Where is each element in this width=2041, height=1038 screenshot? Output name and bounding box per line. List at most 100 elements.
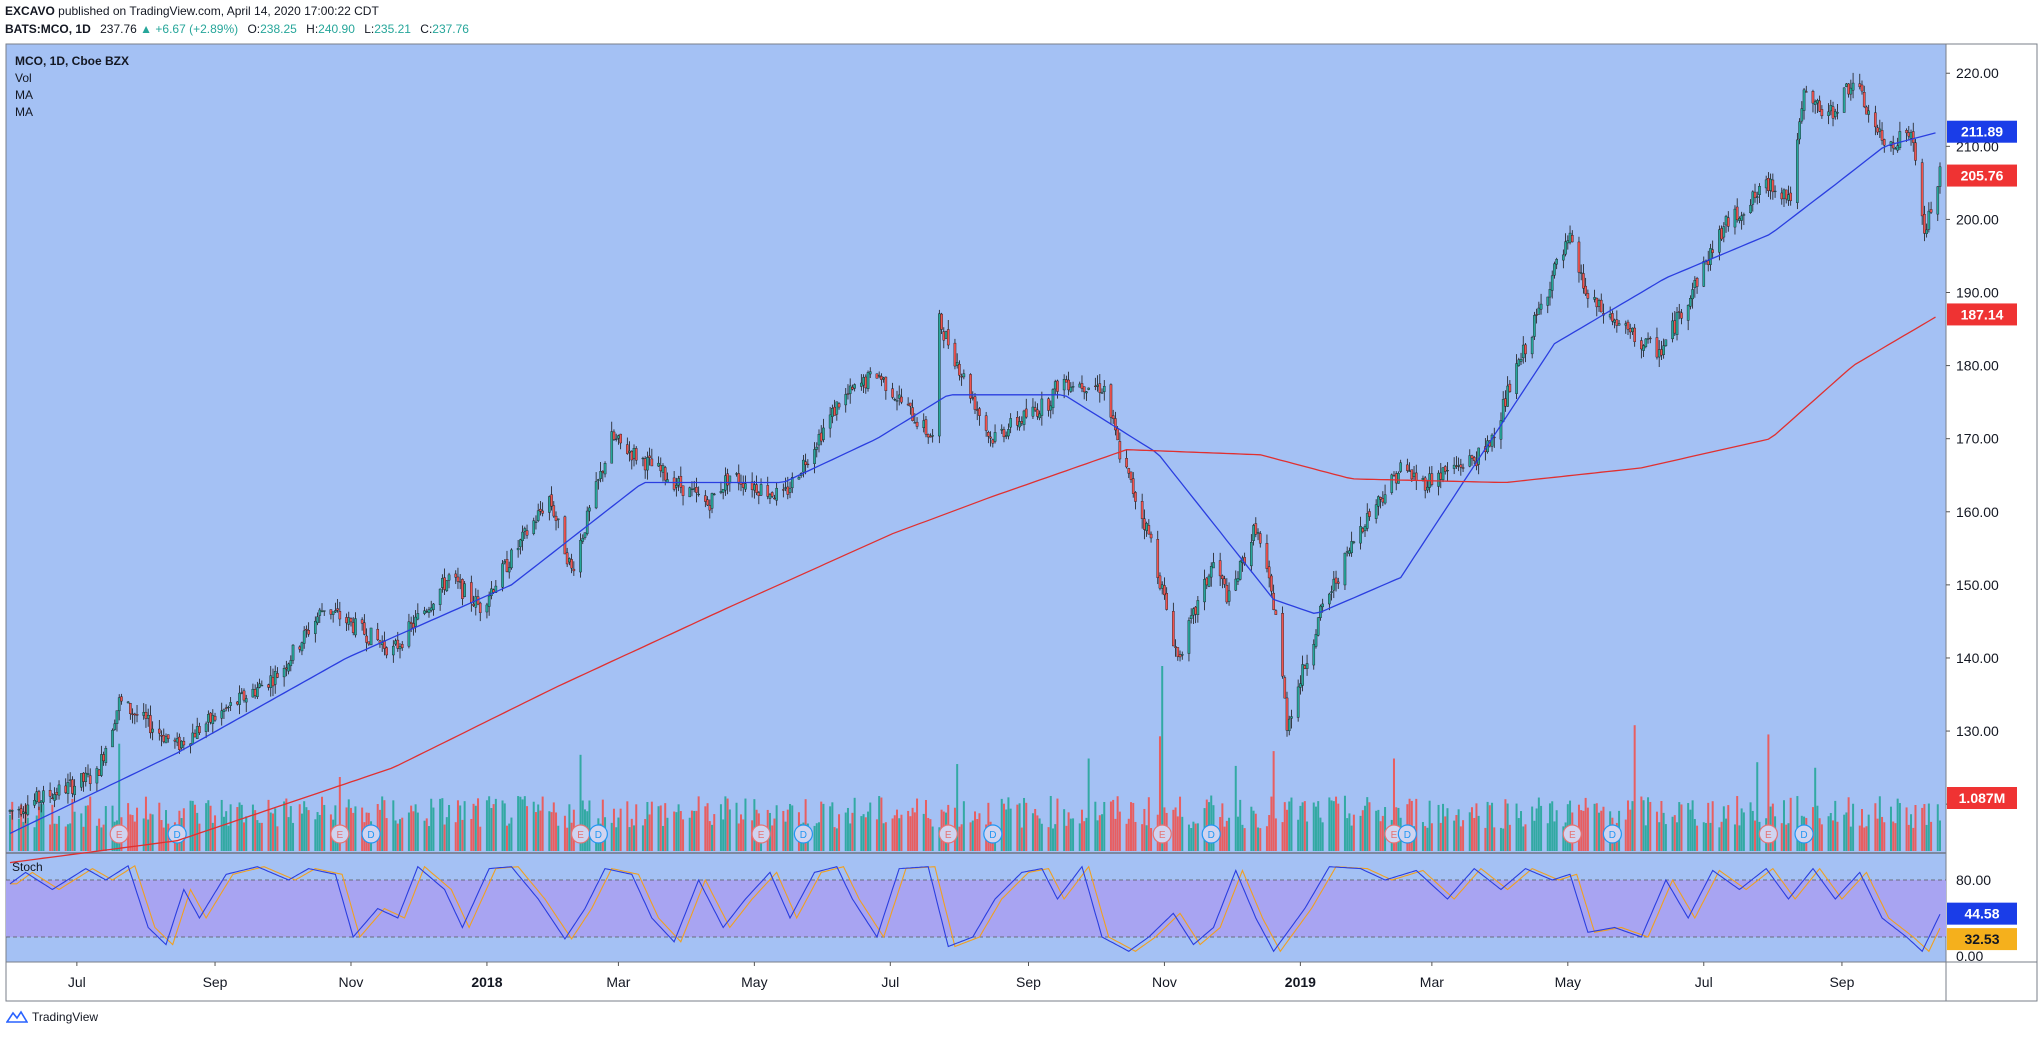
volume-bar [820, 801, 823, 851]
volume-bar [1384, 807, 1387, 851]
candle-body [583, 532, 587, 538]
volume-bar [851, 812, 854, 851]
candle-body [1290, 716, 1293, 719]
volume-bar [1145, 825, 1148, 851]
candle-body [271, 677, 275, 687]
candle-body [1789, 192, 1792, 202]
candle-body [1660, 349, 1663, 356]
volume-bar [1658, 822, 1661, 851]
volume-bar [1626, 800, 1629, 851]
volume-bar [1301, 802, 1304, 851]
legend-ma-1[interactable]: MA [15, 88, 33, 102]
volume-bar [1352, 814, 1355, 851]
candle-body [1709, 248, 1712, 265]
volume-bar [104, 806, 107, 851]
volume-bar [211, 822, 214, 851]
volume-bar [1444, 816, 1447, 851]
volume-bar [1477, 815, 1480, 851]
candle-body [984, 415, 988, 431]
volume-bar [1455, 815, 1458, 851]
candle-body [26, 804, 30, 815]
price-scale-background [1946, 44, 2037, 1001]
stoch-label[interactable]: Stoch [12, 860, 43, 874]
volume-bar [1562, 826, 1565, 851]
candle-body [347, 617, 351, 625]
candle-body [1082, 386, 1086, 393]
legend-title[interactable]: MCO, 1D, Cboe BZX [15, 54, 130, 68]
candle-body [1608, 314, 1612, 318]
candle-body [1773, 190, 1777, 193]
volume-bar [853, 797, 856, 851]
candle-body [1691, 289, 1694, 300]
volume-bar [1927, 803, 1930, 851]
volume-bar [789, 803, 792, 851]
stoch-d-badge [1947, 928, 2017, 951]
volume-bar [1531, 806, 1534, 851]
volume-bar [900, 814, 903, 851]
candle-body [641, 457, 645, 460]
candle-body [663, 467, 667, 481]
volume-bar [225, 811, 228, 851]
time-tick-label: 2019 [1285, 974, 1316, 990]
volume-bar [472, 803, 475, 851]
candle-body [594, 481, 598, 509]
candle-body [1742, 214, 1746, 216]
volume-bar [1865, 826, 1868, 851]
candle-body [1221, 575, 1224, 580]
candle-body [1412, 472, 1416, 478]
candle-body [813, 449, 816, 464]
volume-bar [878, 796, 881, 851]
volume-bar [1330, 800, 1333, 851]
candle-body [1470, 455, 1474, 459]
volume-bar [1709, 822, 1712, 851]
candle-body [550, 494, 553, 507]
candle-body [1129, 471, 1133, 480]
ma-fast-badge [1947, 120, 2017, 143]
candle-body [400, 644, 404, 648]
event-marker-label: E [1765, 830, 1772, 841]
volume-bar [1161, 666, 1164, 851]
candle-body [478, 602, 482, 613]
volume-bar [1375, 810, 1378, 851]
legend-ma-2[interactable]: MA [15, 105, 33, 119]
price-tick-label: 130.00 [1956, 723, 1999, 739]
candle-body [712, 493, 716, 496]
volume-bar [1335, 796, 1338, 851]
candle-body [1098, 383, 1102, 393]
moving-averages-layer [9, 132, 1936, 864]
candle-body [1187, 620, 1191, 654]
volume-bar [352, 812, 355, 851]
volume-bar [523, 796, 526, 851]
legend-vol[interactable]: Vol [15, 71, 32, 85]
candle-body [672, 477, 676, 490]
candle-body [614, 438, 618, 440]
candle-body [741, 483, 745, 488]
candle-body [1430, 473, 1434, 485]
volume-bar [1250, 806, 1253, 851]
candle-body [133, 713, 137, 716]
volume-bar [490, 807, 493, 851]
candle-body [162, 735, 166, 742]
footer-brand[interactable]: TradingView [32, 1010, 99, 1024]
volume-bar [1796, 796, 1799, 851]
volume-bar [815, 823, 818, 851]
event-marker-label: E [1391, 830, 1398, 841]
volume-bar [1268, 815, 1271, 851]
volume-bar [1009, 808, 1012, 851]
candle-body [1238, 561, 1242, 580]
time-tick-label: Mar [606, 974, 630, 990]
volume-bar [1087, 758, 1090, 851]
volume-bar [1190, 828, 1193, 851]
volume-bar [1889, 806, 1892, 851]
stoch-tick-label: 80.00 [1956, 872, 1991, 888]
volume-bar [162, 827, 165, 851]
volume-bar [1179, 796, 1182, 851]
volume-bar [207, 800, 210, 851]
candle-body [1593, 297, 1596, 300]
candle-body [1303, 665, 1307, 669]
volume-bar [338, 777, 341, 851]
candle-body [802, 459, 805, 473]
volume-bar [392, 800, 395, 851]
time-tick-label: Sep [1016, 974, 1041, 990]
